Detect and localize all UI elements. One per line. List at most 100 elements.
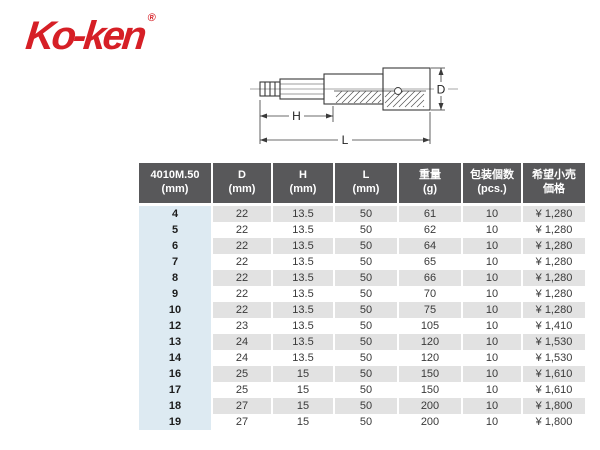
table-row: 14 24 13.5 50 120 10 ¥ 1,530 — [139, 349, 585, 366]
data-cell: 23 — [213, 317, 271, 334]
data-cell: ¥ 1,280 — [523, 205, 585, 222]
data-cell: 22 — [213, 253, 271, 270]
column-header-line2: (g) — [422, 183, 438, 196]
table-row: 8 22 13.5 50 66 10 ¥ 1,280 — [139, 269, 585, 286]
row-size-cell: 7 — [139, 253, 211, 270]
data-cell: 15 — [273, 365, 333, 382]
data-cell: 10 — [463, 413, 521, 430]
data-cell: 62 — [399, 221, 461, 238]
table-row: 19 27 15 50 200 10 ¥ 1,800 — [139, 413, 585, 430]
data-cell: ¥ 1,280 — [523, 221, 585, 238]
label-mask — [338, 133, 352, 146]
data-cell: 150 — [399, 381, 461, 398]
hatch-section — [384, 90, 425, 108]
data-cell: 10 — [463, 285, 521, 302]
row-size-cell: 6 — [139, 237, 211, 254]
data-cell: 64 — [399, 237, 461, 254]
data-cell: 24 — [213, 349, 271, 366]
data-cell: 13.5 — [273, 317, 333, 334]
data-cell: 13.5 — [273, 205, 333, 222]
data-cell: 22 — [213, 269, 271, 286]
data-cell: ¥ 1,280 — [523, 301, 585, 318]
data-cell: ¥ 1,280 — [523, 285, 585, 302]
dimension-arrows — [260, 68, 444, 143]
data-cell: 15 — [273, 381, 333, 398]
dim-label-l: L — [342, 133, 349, 147]
column-header: H (mm) — [273, 163, 333, 206]
data-cell: ¥ 1,280 — [523, 253, 585, 270]
column-header-line2: (mm) — [352, 183, 380, 196]
data-cell: 50 — [335, 221, 397, 238]
data-cell: 50 — [335, 317, 397, 334]
column-header-line1: 包装個数 — [470, 169, 514, 181]
data-cell: 50 — [335, 365, 397, 382]
data-cell: ¥ 1,800 — [523, 397, 585, 414]
table-row: 17 25 15 50 150 10 ¥ 1,610 — [139, 381, 585, 398]
data-cell: 10 — [463, 381, 521, 398]
data-cell: ¥ 1,410 — [523, 317, 585, 334]
data-cell: 50 — [335, 285, 397, 302]
data-cell: 50 — [335, 381, 397, 398]
column-header-line1: 希望小売 — [532, 169, 576, 181]
row-size-cell: 14 — [139, 349, 211, 366]
table-row: 12 23 13.5 50 105 10 ¥ 1,410 — [139, 317, 585, 334]
data-cell: 13.5 — [273, 301, 333, 318]
data-cell: 10 — [463, 397, 521, 414]
row-size-cell: 16 — [139, 365, 211, 382]
table-row: 16 25 15 50 150 10 ¥ 1,610 — [139, 365, 585, 382]
data-cell: 22 — [213, 221, 271, 238]
data-cell: 105 — [399, 317, 461, 334]
data-cell: 10 — [463, 237, 521, 254]
column-header: L (mm) — [335, 163, 397, 206]
data-cell: 13.5 — [273, 237, 333, 254]
data-cell: ¥ 1,530 — [523, 333, 585, 350]
data-cell: ¥ 1,610 — [523, 365, 585, 382]
row-size-cell: 10 — [139, 301, 211, 318]
data-cell: 13.5 — [273, 221, 333, 238]
data-cell: 120 — [399, 333, 461, 350]
data-cell: 50 — [335, 413, 397, 430]
column-header-line1: H — [299, 169, 307, 181]
data-cell: 50 — [335, 237, 397, 254]
column-header: 希望小売 価格 — [523, 163, 585, 206]
spec-table: 4010M.50 (mm) D (mm) H (mm) L (mm) 重量 (g) 包装個数 (pcs… — [137, 163, 587, 430]
data-cell: 120 — [399, 349, 461, 366]
row-size-cell: 12 — [139, 317, 211, 334]
data-cell: ¥ 1,610 — [523, 381, 585, 398]
data-cell: 10 — [463, 317, 521, 334]
data-cell: 200 — [399, 413, 461, 430]
data-cell: 50 — [335, 349, 397, 366]
column-header-line1: 4010M.50 — [150, 169, 200, 181]
data-cell: 50 — [335, 253, 397, 270]
table-row: 9 22 13.5 50 70 10 ¥ 1,280 — [139, 285, 585, 302]
table-row: 4 22 13.5 50 61 10 ¥ 1,280 — [139, 205, 585, 222]
table-row: 6 22 13.5 50 64 10 ¥ 1,280 — [139, 237, 585, 254]
data-cell: 13.5 — [273, 253, 333, 270]
column-header-line1: L — [362, 169, 370, 181]
data-cell: 50 — [335, 397, 397, 414]
dim-label-d: D — [437, 83, 446, 97]
data-cell: 10 — [463, 365, 521, 382]
table-row: 10 22 13.5 50 75 10 ¥ 1,280 — [139, 301, 585, 318]
data-cell: 150 — [399, 365, 461, 382]
column-header-line2: (mm) — [228, 183, 256, 196]
data-cell: 200 — [399, 397, 461, 414]
table-row: 18 27 15 50 200 10 ¥ 1,800 — [139, 397, 585, 414]
data-cell: 70 — [399, 285, 461, 302]
row-size-cell: 8 — [139, 269, 211, 286]
data-cell: 50 — [335, 301, 397, 318]
data-cell: 13.5 — [273, 269, 333, 286]
data-cell: ¥ 1,800 — [523, 413, 585, 430]
column-header-line2: (mm) — [161, 183, 189, 196]
data-cell: ¥ 1,280 — [523, 237, 585, 254]
data-cell: 24 — [213, 333, 271, 350]
detent-ball — [394, 87, 402, 95]
registered-trademark-icon: ® — [146, 12, 157, 24]
row-size-cell: 4 — [139, 205, 211, 222]
data-cell: 22 — [213, 285, 271, 302]
data-cell: 50 — [335, 269, 397, 286]
logo-text: Ko-ken — [23, 14, 146, 58]
data-cell: 27 — [213, 397, 271, 414]
column-header-line1: 重量 — [419, 169, 441, 181]
